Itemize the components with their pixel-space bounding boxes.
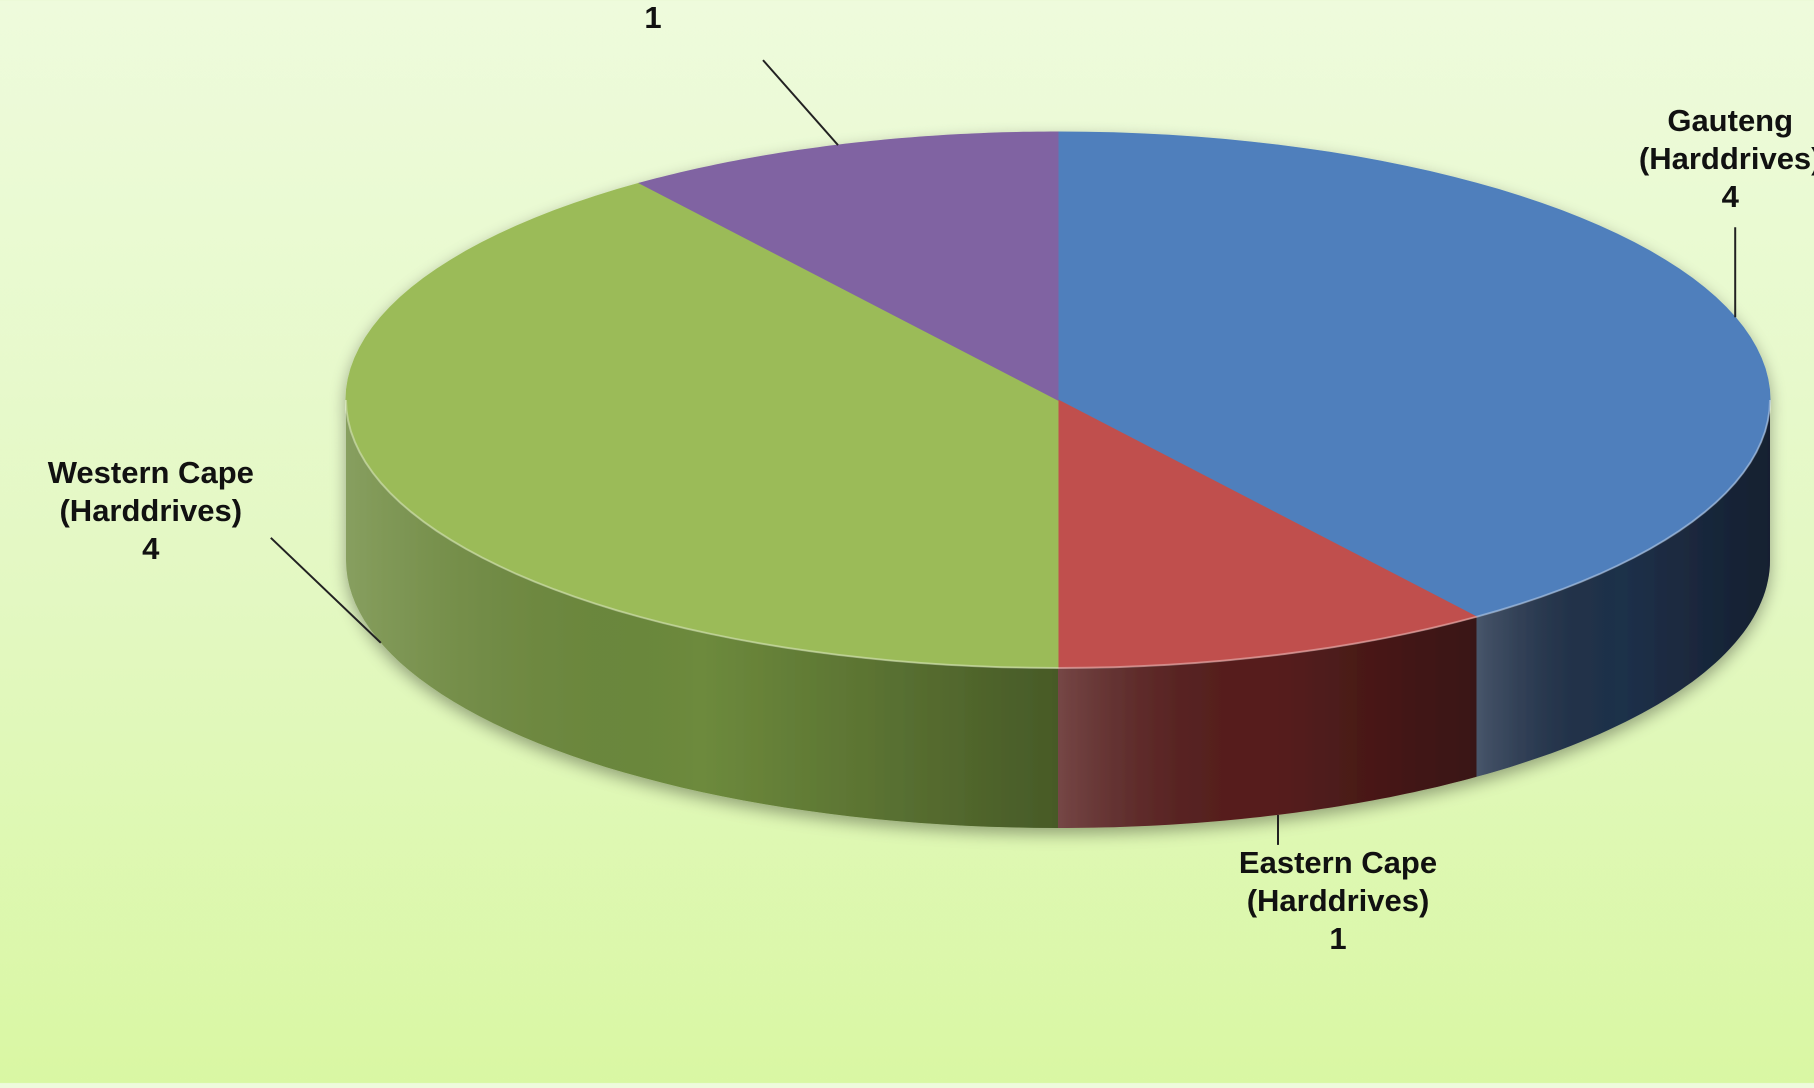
slice-side-western-cape-harddrives-shade <box>346 400 1058 828</box>
leader-line-canon-camera <box>762 59 839 146</box>
data-label-eastern-cape-harddrives: Eastern Cape <box>1239 845 1437 880</box>
data-label-value-gauteng-harddrives: 4 <box>1722 179 1740 214</box>
data-label-western-cape-harddrives: (Harddrives) <box>59 493 242 528</box>
slice-side-gauteng-harddrives-shade <box>1476 400 1770 777</box>
pie-body <box>345 131 1771 828</box>
data-label-value-eastern-cape-harddrives: 1 <box>1329 921 1346 956</box>
data-label-western-cape-harddrives: Western Cape <box>48 455 254 490</box>
data-label-eastern-cape-harddrives: (Harddrives) <box>1247 883 1430 918</box>
data-label-gauteng-harddrives: (Harddrives) <box>1639 141 1814 176</box>
data-label-value-canon-camera: 1 <box>644 0 661 35</box>
pie-rim-highlight <box>345 399 1771 670</box>
data-label-value-western-cape-harddrives: 4 <box>142 531 160 566</box>
slice-side-eastern-cape-harddrives-shade <box>1058 616 1477 828</box>
leader-line-western-cape-harddrives <box>270 537 382 644</box>
data-label-gauteng-harddrives: Gauteng <box>1667 103 1793 138</box>
